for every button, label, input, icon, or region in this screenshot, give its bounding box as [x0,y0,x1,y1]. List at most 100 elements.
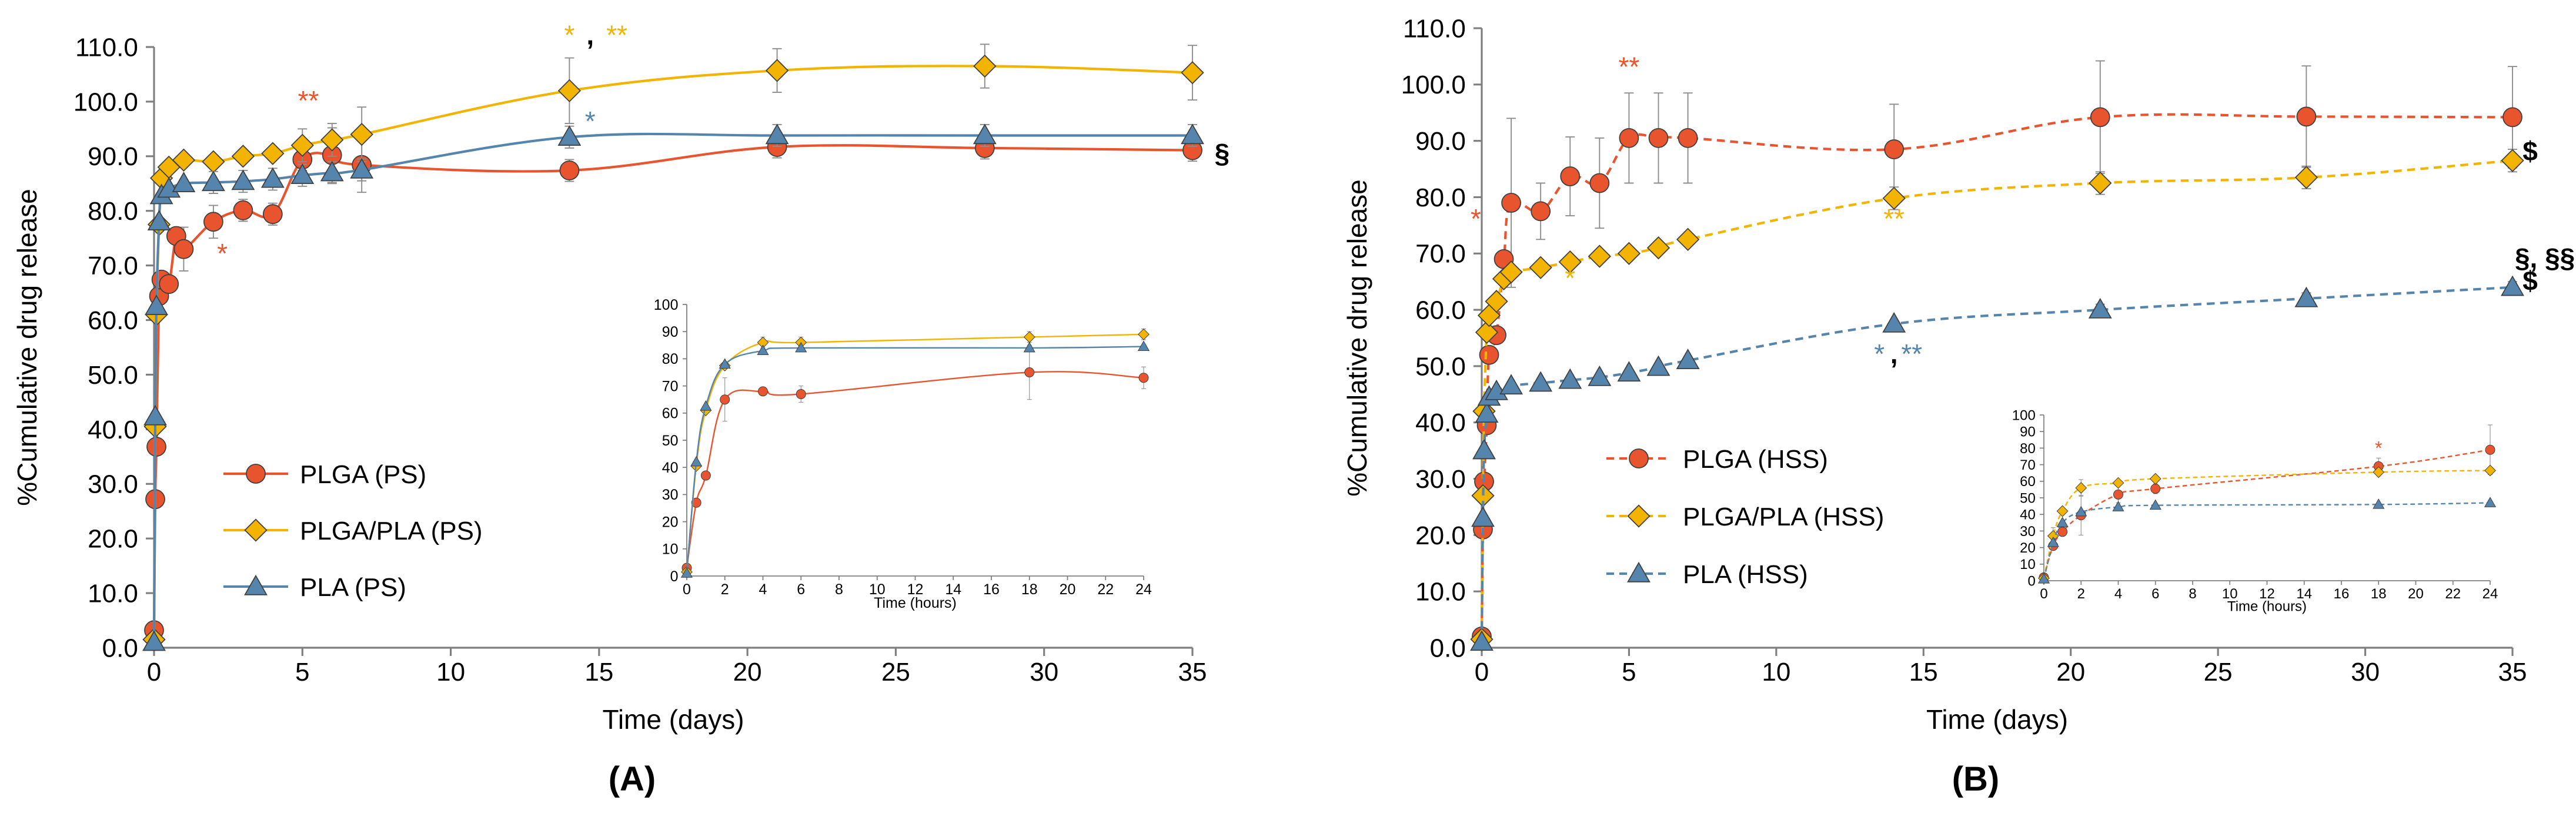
inset-data-point [691,497,701,508]
inset-x-tick-label: 2 [2077,586,2085,602]
main-data-point [203,212,223,232]
main-x-tick-label: 5 [295,658,309,687]
inset-data-point [700,470,711,481]
main-data-point [320,160,344,182]
inset-y-tick-label: 70 [2020,457,2036,473]
main-x-tick-label: 15 [584,658,613,687]
inset-series-pla-ps- [680,340,1150,578]
main-series-plga-pla-ps- [142,43,1204,651]
inset-y-tick-label: 50 [2020,490,2036,506]
inset-y-tick-label: 80 [2020,441,2036,457]
main-data-point [1501,193,1521,213]
inset-x-tick-label: 4 [759,581,767,598]
inset-data-point [690,456,703,467]
main-data-point [2088,297,2112,319]
inset-data-point [2047,536,2059,547]
main-y-tick-label: 110.0 [1403,14,1466,43]
y-axis-label: %Cumulative drug release [1342,179,1372,497]
inset-y-tick-label: 100 [654,297,679,313]
legend-label: PLGA (HSS) [1683,445,1828,474]
inset-x-tick-label: 20 [1060,581,1076,598]
main-y-tick-label: 70.0 [88,252,138,280]
inset-series-plga-pla-hss- [2038,464,2496,584]
main-data-point [1882,186,1906,210]
main-data-point [1676,349,1700,370]
inset-data-point [2075,482,2087,494]
inset-x-tick-label: 0 [683,581,691,598]
main-x-tick-label: 25 [2204,658,2233,687]
y-axis-label: %Cumulative drug release [12,189,42,506]
inset-x-tick-label: 24 [1135,581,1152,598]
main-significance-marker: ** [1883,203,1905,234]
main-y-tick-label: 30.0 [88,470,138,499]
x-axis-label: Time (days) [602,704,744,735]
main-significance-marker: §, §§ [2515,243,2575,273]
legend-label: PLGA (PS) [300,460,426,489]
legend-label: PLGA/PLA (PS) [300,517,483,545]
inset-y-tick-label: 40 [662,460,679,476]
main-y-tick-label: 60.0 [1415,296,1466,324]
inset-data-point [720,394,730,405]
inset-series-plga-pla-ps- [681,328,1150,578]
inset-x-tick-label: 6 [797,581,805,598]
inset-series-line [686,346,1144,574]
main-significance-marker: * [585,106,596,136]
main-data-point [290,133,314,157]
main-y-tick-label: 50.0 [88,361,138,390]
inset-x-tick-label: 12 [907,581,924,598]
inset-data-point [2373,466,2385,478]
main-y-tick-label: 90.0 [1415,127,1466,156]
inset-x-tick-label: 18 [1021,581,1038,598]
inset-data-point [2112,477,2124,489]
inset-y-tick-label: 70 [662,378,679,394]
inset-data-point [2037,572,2050,584]
legend-label: PLGA/PLA (HSS) [1683,503,1884,531]
main-data-point [1648,128,1669,148]
main-data-point [320,128,344,152]
inset-x-tick-label: 16 [2334,586,2350,602]
main-data-point [1619,128,1639,148]
inset-data-point [2056,505,2069,517]
main-data-point [2501,275,2524,296]
main-data-point [559,160,580,180]
inset-data-point [680,567,693,578]
main-significance-marker: ** [606,19,627,50]
main-significance-marker: ** [298,85,319,116]
legend-label: PLA (PS) [300,573,406,602]
main-data-point [231,145,255,168]
inset-x-tick-label: 8 [835,581,843,598]
main-data-point [260,167,285,188]
main-x-tick-label: 20 [2056,658,2085,687]
main-data-point [1676,227,1700,251]
inset-chart: 0 2 4 6 8 10 12 14 16 18 20 22 240102030405060708090… [654,297,1152,611]
inset-data-point [719,358,731,369]
main-x-tick-label: 10 [436,658,465,687]
inset-data-point [795,341,807,353]
main-data-point [557,125,582,146]
inset-series-line [2043,470,2491,579]
inset-x-tick-label: 22 [2445,586,2461,602]
inset-y-tick-label: 100 [2012,407,2036,423]
main-data-point [1531,201,1551,222]
inset-x-tick-label: 2 [721,581,729,598]
main-data-point [973,54,997,78]
main-data-point [145,294,168,316]
main-data-point [1646,355,1670,376]
main-data-point [1475,320,1499,344]
inset-series-line [686,333,1144,572]
main-data-point [2090,107,2110,128]
main-data-point [157,177,181,198]
inset-y-tick-label: 0 [670,568,679,585]
main-y-tick-label: 10.0 [1415,578,1466,607]
main-data-point [2294,286,2318,307]
main-data-point [202,150,225,173]
inset-x-axis-label: Time (hours) [874,595,957,611]
main-data-point [1181,123,1204,145]
inset-y-tick-label: 40 [2020,507,2036,523]
main-significance-marker: , [1890,339,1898,369]
main-data-point [1475,402,1499,423]
main-series-plga-hss- [1472,60,2522,647]
inset-y-tick-label: 90 [662,324,679,340]
main-series-line [1480,159,2513,639]
